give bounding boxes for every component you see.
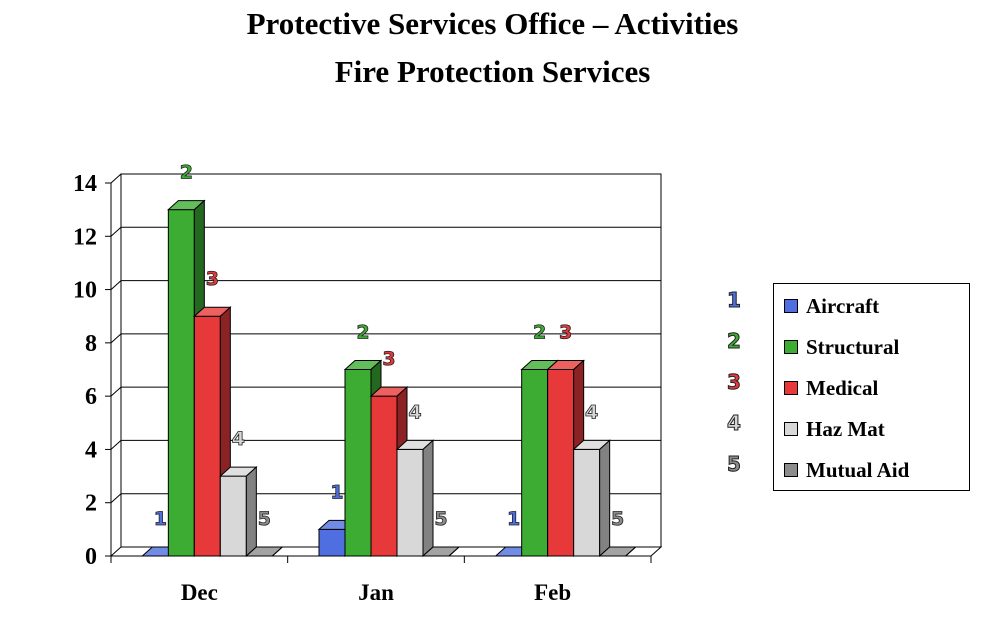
- y-tick-label: 0: [85, 544, 97, 570]
- legend-label-aircraft: Aircraft: [806, 293, 880, 318]
- legend-swatch-structural: [784, 340, 798, 354]
- bar-marker-label: 1: [507, 508, 520, 530]
- x-tick-label: Jan: [358, 580, 394, 605]
- bar-structural-jan: [344, 369, 372, 557]
- bar-side-haz-mat-jan: [422, 439, 434, 558]
- gridline-side: [110, 173, 122, 184]
- bar-marker-label: 5: [611, 508, 624, 530]
- bar-side-mutual-aid-jan: [448, 546, 460, 557]
- y-tick-label: 8: [85, 331, 97, 357]
- legend-label-hazmat: Haz Mat: [806, 416, 885, 441]
- legend-label-medical: Medical: [806, 375, 879, 400]
- y-tick-label: 4: [85, 437, 97, 463]
- x-tick-label: Feb: [534, 580, 571, 605]
- legend-item-structural: Structural: [784, 335, 899, 359]
- bar-side-haz-mat-feb: [599, 439, 611, 558]
- y-tick-label: 14: [73, 171, 97, 197]
- bar-marker-label: 4: [408, 401, 421, 423]
- legend-item-medical: Medical: [784, 376, 878, 400]
- gridline-side: [110, 333, 122, 344]
- bar-side-haz-mat-dec: [245, 465, 257, 558]
- y-tick-label: 2: [85, 491, 97, 517]
- bar-haz-mat-jan: [396, 448, 424, 557]
- bar-marker-label: 4: [585, 401, 598, 423]
- legend-marker-mutual-aid: 5: [727, 452, 742, 477]
- legend-swatch-aircraft: [784, 299, 798, 313]
- bar-aircraft-jan: [318, 528, 346, 557]
- bar-marker-label: 4: [232, 428, 245, 450]
- bar-structural-dec: [167, 209, 195, 557]
- gridline-side: [110, 226, 122, 237]
- bar-haz-mat-feb: [573, 448, 601, 557]
- legend-label-structural: Structural: [806, 334, 900, 359]
- y-tick-label: 6: [85, 384, 97, 410]
- legend-label-mutual-aid: Mutual Aid: [806, 457, 910, 482]
- bar-marker-label: 2: [180, 162, 193, 184]
- bar-marker-label: 1: [154, 508, 167, 530]
- bar-side-mutual-aid-dec: [271, 546, 283, 557]
- gridline-side: [110, 280, 122, 290]
- bar-marker-label: 3: [382, 348, 395, 370]
- bar-marker-label: 2: [356, 322, 369, 344]
- legend-item-hazmat: Haz Mat: [784, 417, 885, 441]
- bar-medical-feb: [547, 369, 575, 557]
- legend-swatch-hazmat: [784, 422, 798, 436]
- y-tick-label: 12: [73, 224, 97, 250]
- bar-side-mutual-aid-feb: [625, 546, 637, 557]
- legend: Aircraft Structural Medical Haz Mat Mutu…: [773, 283, 970, 491]
- bar-marker-label: 5: [258, 508, 271, 530]
- bar-marker-label: 3: [206, 268, 219, 290]
- bar-marker-label: 2: [533, 322, 546, 344]
- legend-marker-medical: 3: [727, 370, 742, 395]
- bar-haz-mat-dec: [219, 475, 247, 557]
- y-tick-label: 10: [73, 278, 97, 304]
- legend-marker-aircraft: 1: [727, 288, 742, 313]
- gridline-side: [110, 440, 122, 450]
- legend-item-mutual-aid: Mutual Aid: [784, 458, 909, 482]
- gridline-side: [110, 493, 122, 504]
- legend-marker-hazmat: 4: [727, 411, 742, 436]
- bar-medical-dec: [193, 315, 221, 557]
- legend-swatch-mutual-aid: [784, 463, 798, 477]
- bar-marker-label: 5: [434, 508, 447, 530]
- bar-structural-feb: [521, 369, 549, 557]
- legend-swatch-medical: [784, 381, 798, 395]
- legend-item-aircraft: Aircraft: [784, 294, 879, 318]
- gridline-side: [110, 386, 122, 397]
- bar-medical-jan: [370, 395, 398, 557]
- bar-marker-label: 1: [330, 481, 343, 503]
- x-tick-label: Dec: [181, 580, 218, 605]
- legend-marker-structural: 2: [727, 329, 742, 354]
- bar-marker-label: 3: [559, 322, 572, 344]
- chart-subtitle: Fire Protection Services: [334, 54, 651, 89]
- chart-title: Protective Services Office – Activities: [246, 6, 739, 41]
